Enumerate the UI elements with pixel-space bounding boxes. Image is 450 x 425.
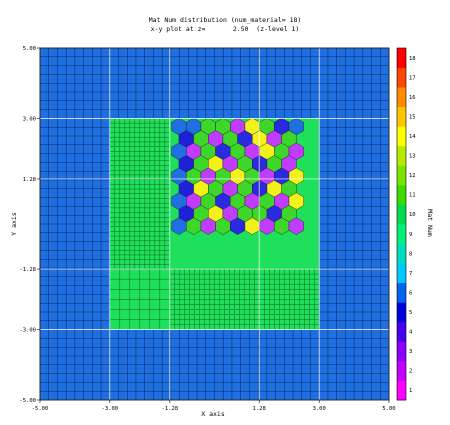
colorbar-swatch bbox=[397, 302, 406, 323]
colorbar-tick-label: 9 bbox=[409, 232, 412, 238]
colorbar-tick-label: 10 bbox=[409, 212, 416, 218]
y-tick-label: 5.00 bbox=[23, 46, 36, 52]
colorbar-swatch bbox=[397, 48, 406, 68]
colorbar-tick-label: 1 bbox=[409, 388, 412, 394]
colorbar-swatch bbox=[397, 145, 406, 166]
y-axis: 5.00 3.00 1.28 -1.28 -3.00 -5.00 bbox=[19, 46, 40, 404]
colorbar-swatch bbox=[397, 126, 406, 147]
colorbar-swatch bbox=[397, 360, 406, 381]
colorbar-swatch bbox=[397, 282, 406, 303]
colorbar-swatch bbox=[397, 184, 406, 205]
colorbar-frame bbox=[396, 47, 407, 401]
colorbar-label: Mat Num bbox=[426, 209, 434, 236]
colorbar-tick-label: 17 bbox=[409, 75, 416, 81]
colorbar-swatch bbox=[397, 106, 406, 127]
colorbar-swatch bbox=[397, 263, 406, 284]
colorbar-swatch bbox=[397, 87, 406, 108]
hex-cell bbox=[288, 217, 304, 235]
x-tick-label: -3.00 bbox=[102, 406, 119, 412]
colorbar-tick-label: 18 bbox=[409, 56, 416, 62]
y-axis-label: Y axis bbox=[10, 212, 18, 236]
colorbar: 18 17 16 15 14 13 12 11 10 9 8 7 6 5 4 3 2 1 bbox=[396, 47, 416, 401]
colorbar-swatch bbox=[397, 380, 406, 401]
x-tick-label: -5.00 bbox=[32, 406, 49, 412]
colorbar-tick-label: 5 bbox=[409, 310, 412, 316]
y-tick-label: -3.00 bbox=[19, 328, 36, 334]
x-axis-label: X axis bbox=[201, 410, 225, 418]
colorbar-swatch bbox=[397, 341, 406, 362]
colorbar-tick-label: 7 bbox=[409, 271, 412, 277]
y-tick-label: -5.00 bbox=[19, 398, 36, 404]
colorbar-tick-label: 14 bbox=[409, 134, 416, 140]
colorbar-swatch bbox=[397, 204, 406, 225]
colorbar-tick-label: 6 bbox=[409, 290, 412, 296]
colorbar-tick-label: 16 bbox=[409, 95, 416, 101]
colorbar-tick-label: 15 bbox=[409, 114, 416, 120]
x-tick-label: -1.28 bbox=[162, 406, 179, 412]
colorbar-tick-label: 3 bbox=[409, 349, 412, 355]
colorbar-tick-label: 8 bbox=[409, 251, 412, 257]
x-tick-label: 3.00 bbox=[313, 406, 326, 412]
colorbar-swatch bbox=[397, 224, 406, 244]
hex-lattice bbox=[171, 117, 304, 235]
plot-area bbox=[39, 47, 390, 401]
y-tick-label: 3.00 bbox=[23, 116, 36, 122]
chart-subtitle: x-y plot at z= 2.50 (z-level 1) bbox=[151, 25, 300, 33]
x-tick-label: 1.28 bbox=[253, 406, 266, 412]
colorbar-swatch bbox=[397, 67, 406, 88]
colorbar-swatch bbox=[397, 165, 406, 186]
y-tick-label: -1.28 bbox=[19, 267, 36, 273]
colorbar-tick-label: 2 bbox=[409, 369, 412, 375]
colorbar-tick-label: 11 bbox=[409, 193, 416, 199]
colorbar-tick-label: 13 bbox=[409, 154, 416, 160]
colorbar-tick-label: 4 bbox=[409, 330, 413, 336]
colorbar-swatch bbox=[397, 243, 406, 264]
x-tick-label: 5.00 bbox=[382, 406, 395, 412]
x-axis: -5.00 -3.00 -1.28 1.28 3.00 5.00 bbox=[32, 400, 396, 412]
plot-frame bbox=[39, 47, 390, 401]
colorbar-tick-label: 12 bbox=[409, 173, 416, 179]
y-tick-label: 1.28 bbox=[23, 177, 36, 183]
chart-title: Mat Num distribution (num_material= 18) bbox=[149, 16, 302, 24]
colorbar-swatch bbox=[397, 321, 406, 342]
